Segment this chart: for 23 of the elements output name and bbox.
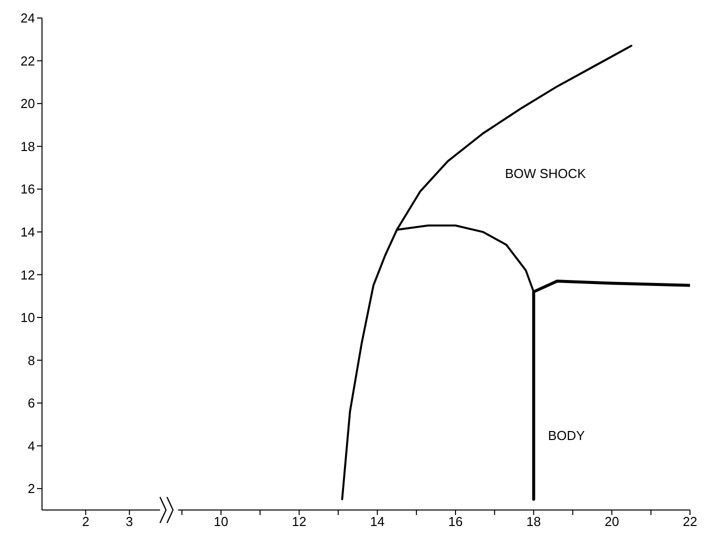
y-tick-label: 16: [20, 182, 35, 197]
annotation: BODY: [548, 428, 585, 443]
y-tick-label: 12: [20, 267, 35, 282]
x-tick-label: 14: [370, 514, 385, 530]
y-tick-label: 4: [28, 438, 35, 454]
y-tick-label: 14: [20, 224, 35, 240]
y-tick-label: 2: [28, 481, 35, 496]
x-tick-label: 16: [448, 514, 463, 530]
y-tick-label: 10: [20, 310, 35, 326]
y-tick-label: 18: [20, 138, 35, 154]
x-tick-label: 18: [526, 514, 541, 530]
y-tick-label: 6: [28, 396, 35, 411]
x-tick-label: 2: [82, 514, 90, 530]
y-tick-label: 22: [20, 53, 35, 68]
y-tick-label: 20: [20, 96, 35, 112]
x-tick-label: 20: [604, 514, 620, 530]
y-tick-label: 8: [28, 352, 35, 368]
x-tick-label: 22: [682, 514, 698, 530]
x-tick-label: 3: [126, 514, 134, 530]
x-tick-label: 12: [292, 514, 306, 530]
x-tick-label: 10: [214, 514, 228, 530]
annotation: BOW SHOCK: [505, 166, 586, 181]
y-tick-label: 24: [20, 10, 35, 26]
